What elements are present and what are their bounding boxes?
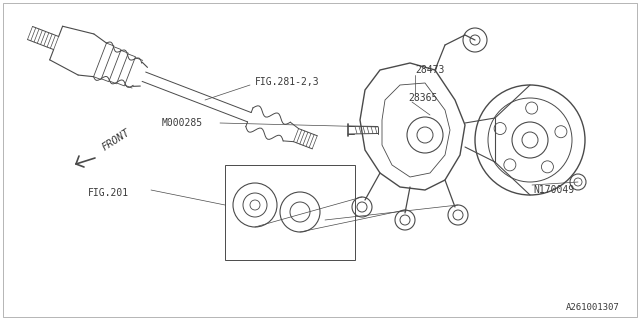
Bar <box>225 165 355 260</box>
Text: FIG.281-2,3: FIG.281-2,3 <box>255 77 319 87</box>
Text: FRONT: FRONT <box>100 128 132 153</box>
Text: 28473: 28473 <box>415 65 444 75</box>
Text: 28365: 28365 <box>408 93 437 103</box>
Text: A261001307: A261001307 <box>566 303 620 313</box>
Text: N170049: N170049 <box>533 185 574 195</box>
Text: M000285: M000285 <box>162 118 203 128</box>
Text: FIG.201: FIG.201 <box>88 188 129 198</box>
